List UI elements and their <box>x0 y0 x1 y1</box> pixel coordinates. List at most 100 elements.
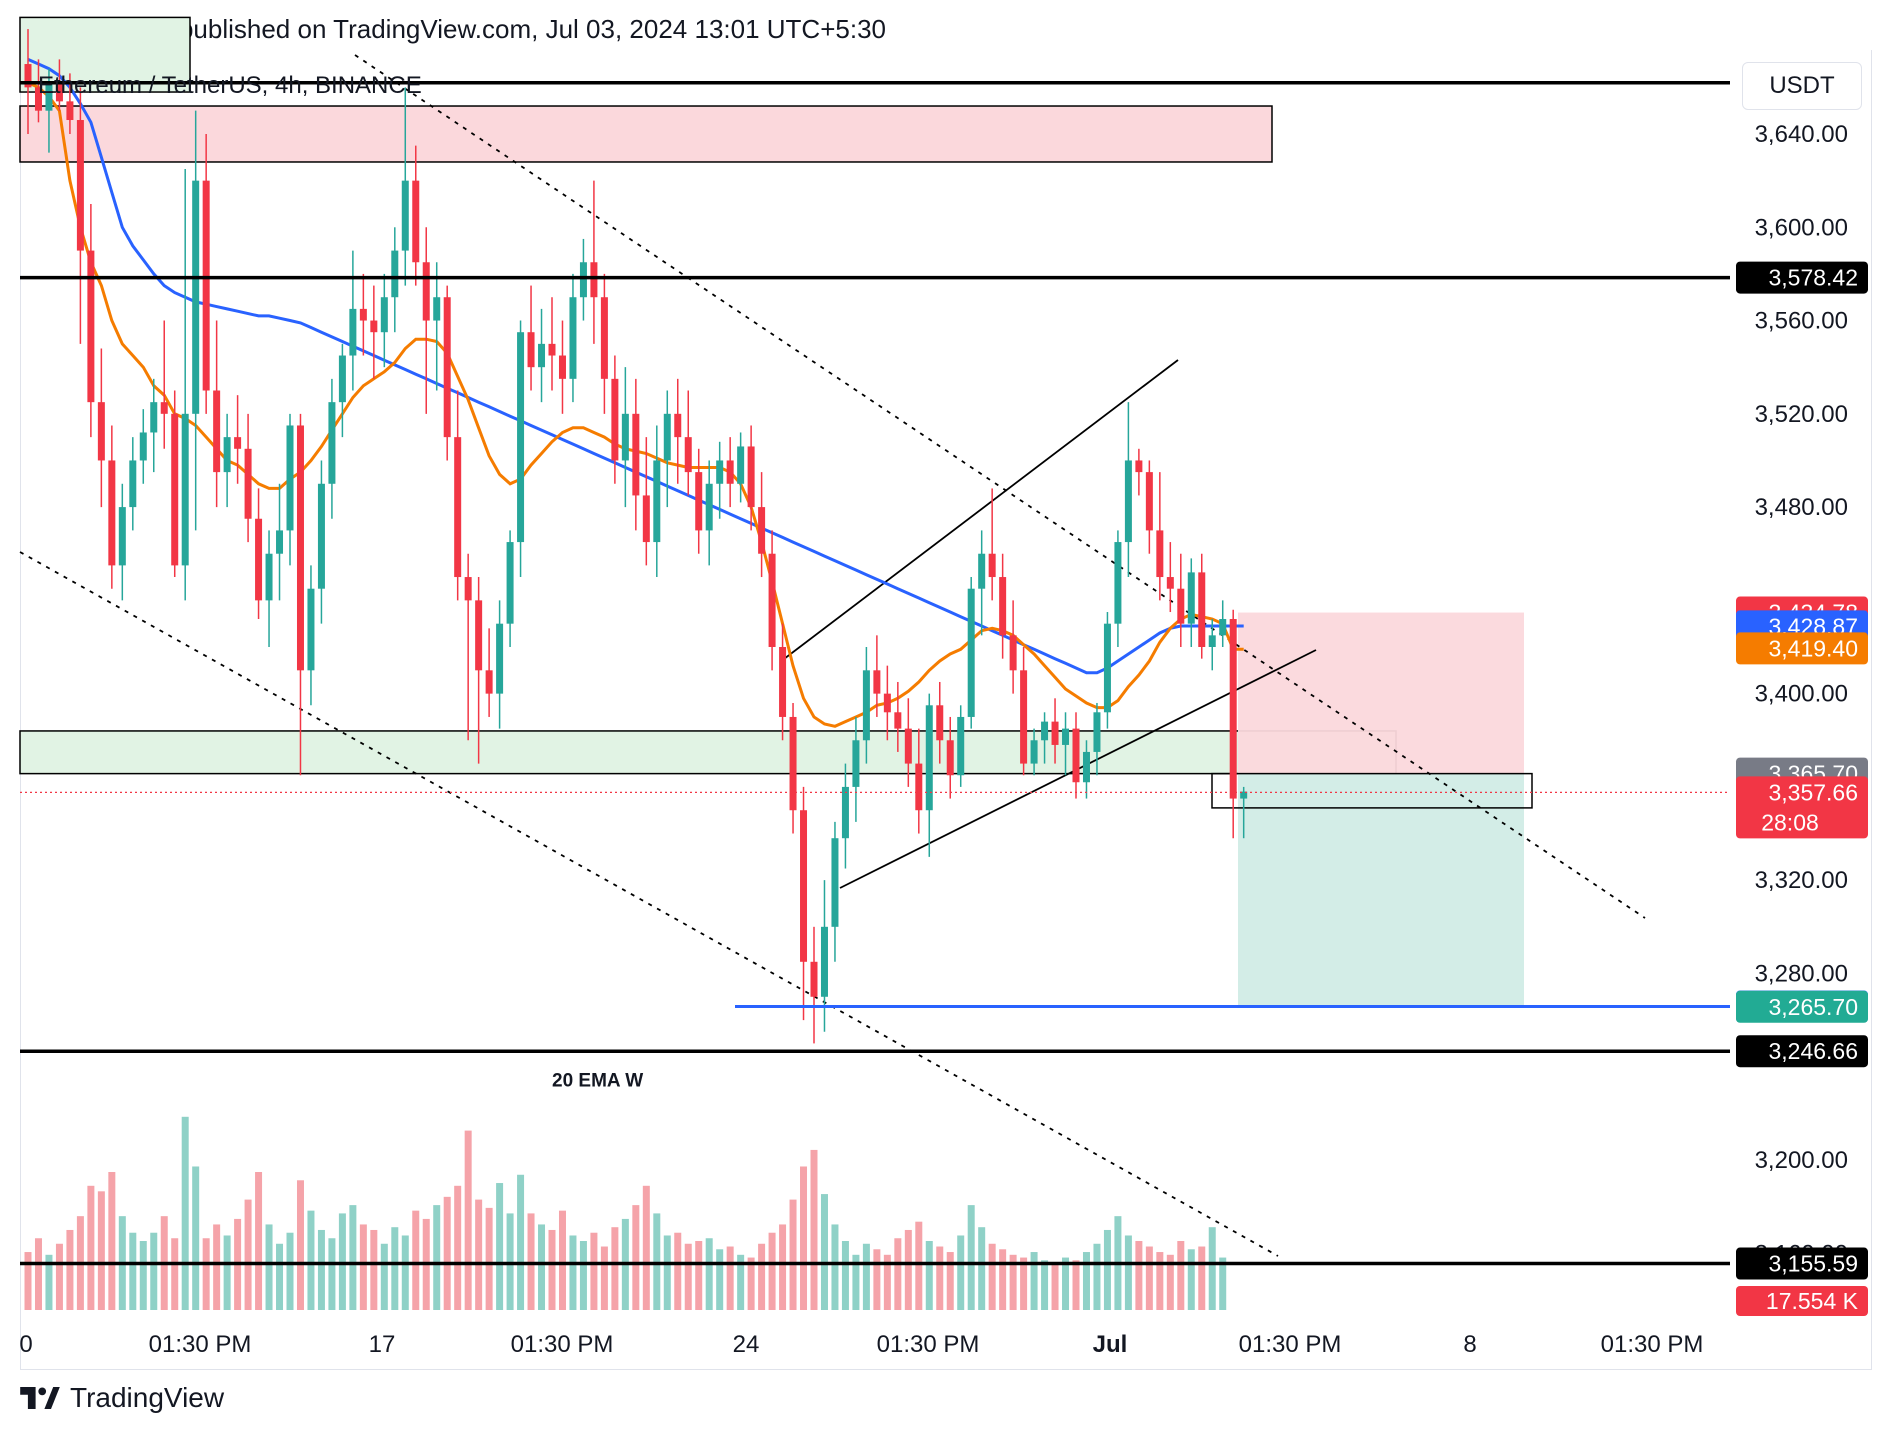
price-badge: 3,155.59 <box>1736 1247 1868 1280</box>
currency-selector[interactable]: USDT <box>1742 62 1862 110</box>
candle <box>1177 553 1185 647</box>
volume-bar <box>768 1232 776 1310</box>
price-badge-bg <box>1736 776 1868 839</box>
dashed-channel-line <box>19 551 1279 1257</box>
time-axis[interactable]: 0 01:30 PM 17 01:30 PM 24 01:30 PM Jul 01:30 PM… <box>19 1331 1703 1358</box>
candle-body <box>433 297 441 321</box>
zones-layer <box>19 16 1533 1007</box>
candle-body <box>999 577 1007 636</box>
volume-bar <box>139 1241 147 1310</box>
candle-body <box>684 437 692 473</box>
candle <box>527 285 535 391</box>
time-tick-label: 24 <box>733 1331 760 1358</box>
volume-bar <box>1219 1257 1227 1310</box>
candle <box>705 460 713 566</box>
candle <box>328 378 336 519</box>
candle <box>579 238 587 321</box>
volume-bar <box>129 1232 137 1310</box>
candle-body <box>946 740 954 776</box>
candle-body <box>653 460 661 543</box>
candle-body <box>674 413 682 438</box>
volume-bar <box>1124 1235 1132 1310</box>
candle-body <box>883 693 891 713</box>
candle-body <box>464 577 472 601</box>
volume-bar <box>192 1166 200 1310</box>
symbol-label[interactable]: Ethereum / TetherUS, 4h, BINANCE <box>38 72 422 99</box>
volume-bar <box>1009 1254 1017 1310</box>
footer-brand-text: TradingView <box>70 1382 225 1413</box>
volume-bar <box>150 1232 158 1310</box>
candle-body <box>579 262 587 298</box>
candle-body <box>1198 572 1206 647</box>
candle-body <box>328 402 336 484</box>
candle-body <box>1135 460 1143 473</box>
candle <box>1114 530 1122 647</box>
candle <box>1062 712 1070 776</box>
candle <box>286 413 294 566</box>
candle-body <box>967 588 975 717</box>
volume-bar <box>789 1199 797 1310</box>
volume-bar <box>307 1210 315 1310</box>
price-badge-label: 3,265.70 <box>1768 994 1858 1020</box>
candle <box>1041 712 1049 764</box>
candle <box>758 472 766 578</box>
candle <box>957 705 965 787</box>
candle <box>412 145 420 286</box>
candle-body <box>621 413 629 461</box>
volume-bar <box>97 1191 105 1310</box>
volume-bar <box>695 1241 703 1310</box>
candle-body <box>475 600 483 671</box>
candle-body <box>76 120 84 251</box>
volume-bar <box>632 1205 640 1310</box>
candle <box>276 483 284 601</box>
candle <box>737 432 745 503</box>
volume-bar <box>349 1205 357 1310</box>
candle-body <box>873 670 881 694</box>
price-tick-label: 3,320.00 <box>1755 867 1848 894</box>
candle-body <box>485 670 493 694</box>
time-tick-label: 01:30 PM <box>149 1331 252 1358</box>
candles-layer <box>24 29 1248 1044</box>
candle-body <box>1177 588 1185 624</box>
candlestick-chart[interactable]: 20 EMA W 3,640.00 3,600.00 3,560.00 3,520.0… <box>0 0 1892 1380</box>
volume-bar <box>276 1243 284 1310</box>
candle-body <box>1114 542 1122 624</box>
candle <box>810 926 818 1044</box>
candle <box>1198 553 1206 659</box>
volume-bar <box>87 1185 95 1310</box>
price-badge: 3,357.66 28:08 <box>1736 776 1868 839</box>
volume-bar <box>1030 1252 1038 1310</box>
volume-bar <box>684 1243 692 1310</box>
candle-body <box>234 437 242 449</box>
candle <box>475 577 483 764</box>
volume-bar <box>213 1224 221 1310</box>
candle-body <box>359 308 367 321</box>
volume-bar <box>957 1235 965 1310</box>
volume-bar <box>758 1243 766 1310</box>
levels-layer: 20 EMA W <box>20 80 1730 1266</box>
price-tick-label: 3,560.00 <box>1755 308 1848 335</box>
footer-brand[interactable]: TradingView <box>20 1382 224 1414</box>
volume-bar <box>1187 1249 1195 1310</box>
candle <box>716 441 724 519</box>
candle <box>1093 702 1101 776</box>
candle <box>999 553 1007 659</box>
volume-bar <box>925 1241 933 1310</box>
candle <box>768 530 776 671</box>
candle-body <box>1219 619 1227 636</box>
price-badge-bg <box>1736 1247 1868 1280</box>
annotation-label: 20 EMA W <box>552 1070 643 1091</box>
candle-body <box>904 728 912 764</box>
candle <box>779 623 787 741</box>
candle-body <box>936 705 944 741</box>
volume-bar <box>978 1227 986 1310</box>
candle-body <box>276 530 284 554</box>
candle <box>1208 619 1216 671</box>
candle-body <box>705 483 713 531</box>
volume-bar <box>45 1254 53 1310</box>
candle-body <box>265 553 273 601</box>
volume-badge-bg <box>1736 1286 1868 1316</box>
candle <box>1145 460 1153 554</box>
volume-bar <box>1198 1246 1206 1310</box>
volume-bar <box>705 1238 713 1310</box>
